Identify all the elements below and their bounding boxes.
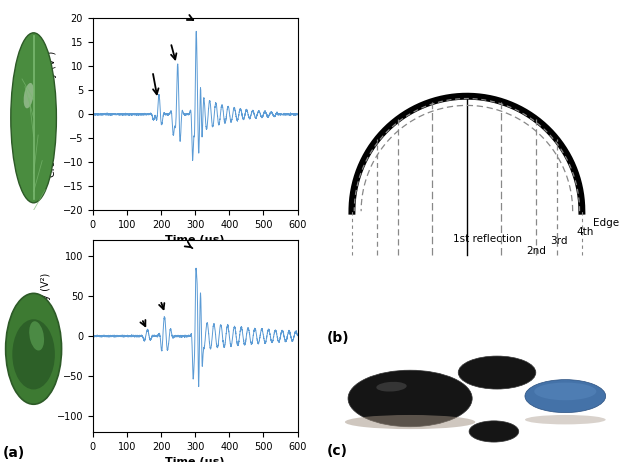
- Ellipse shape: [458, 356, 536, 389]
- Ellipse shape: [525, 380, 605, 413]
- Ellipse shape: [469, 421, 519, 442]
- Text: 1st reflection: 1st reflection: [453, 234, 522, 244]
- Ellipse shape: [11, 33, 56, 203]
- Text: (a): (a): [3, 446, 26, 460]
- Ellipse shape: [6, 293, 61, 404]
- Ellipse shape: [29, 321, 44, 351]
- X-axis label: Time (μs): Time (μs): [166, 457, 225, 462]
- X-axis label: Time (μs): Time (μs): [166, 236, 225, 245]
- Text: 2nd: 2nd: [526, 246, 546, 255]
- Ellipse shape: [12, 319, 55, 389]
- Ellipse shape: [348, 370, 472, 427]
- Ellipse shape: [534, 383, 596, 400]
- Text: 4th: 4th: [576, 227, 593, 237]
- Text: (c): (c): [326, 444, 348, 458]
- Ellipse shape: [376, 382, 406, 392]
- Y-axis label: Cross Correlation Rxy (V²): Cross Correlation Rxy (V²): [47, 51, 57, 177]
- Y-axis label: Cross Correlation Rxy (V²): Cross Correlation Rxy (V²): [41, 273, 51, 399]
- Ellipse shape: [345, 415, 476, 429]
- Ellipse shape: [24, 83, 34, 108]
- Text: Edge: Edge: [593, 218, 620, 228]
- Ellipse shape: [525, 415, 605, 425]
- Text: 3rd: 3rd: [550, 237, 568, 246]
- Text: (b): (b): [326, 331, 349, 345]
